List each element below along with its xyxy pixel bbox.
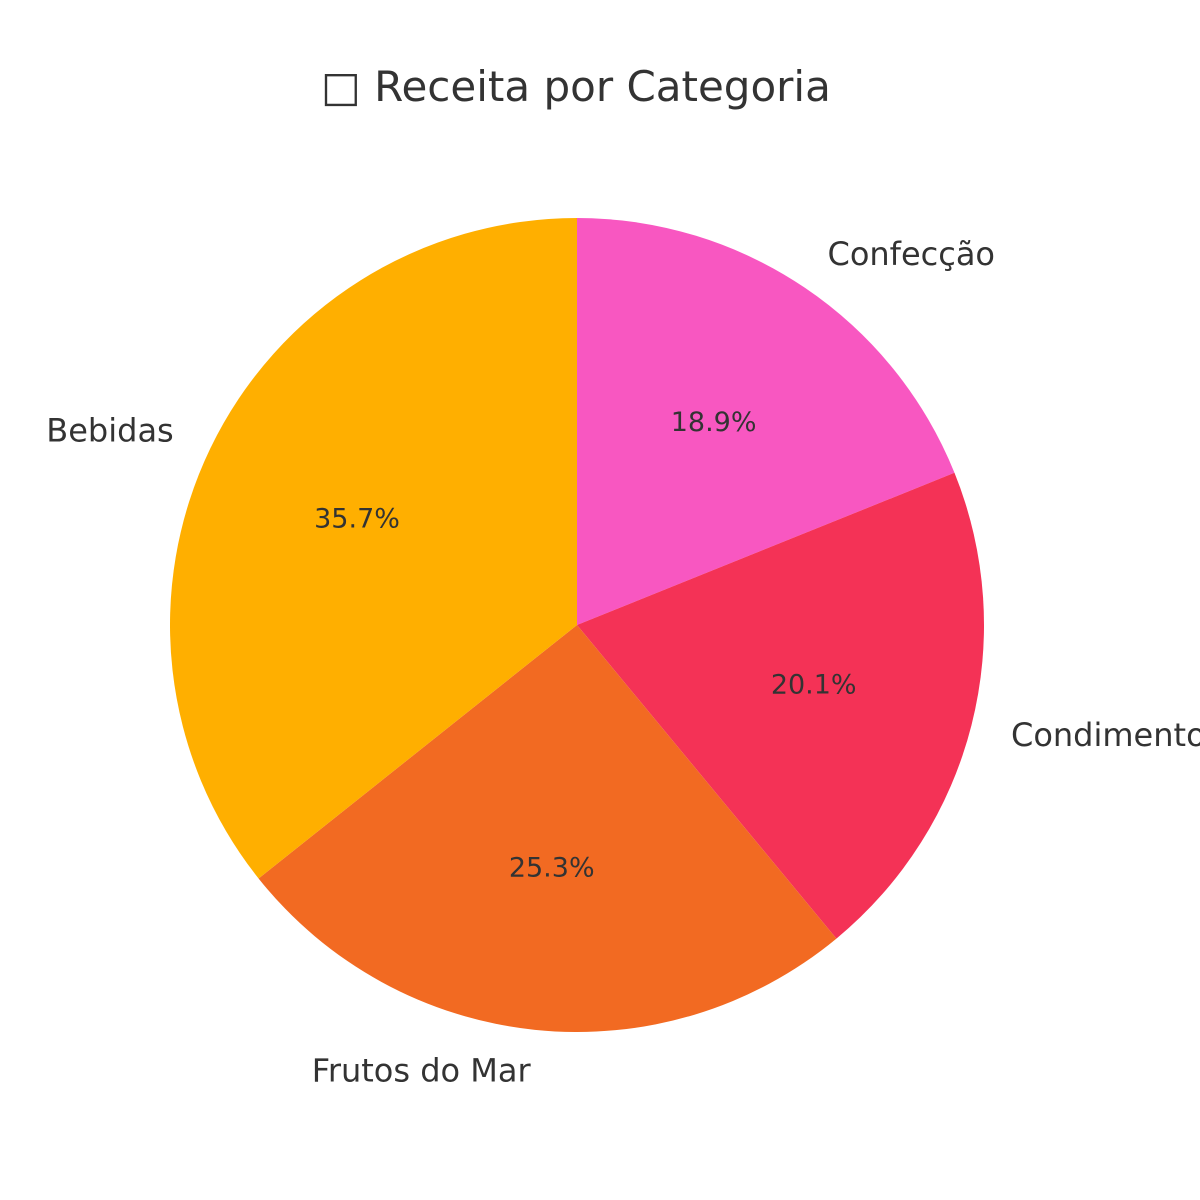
slice-percent-condimentos: 20.1%: [771, 669, 857, 700]
slice-label-condimentos: Condimentos: [1011, 716, 1200, 754]
pie-slice-condimentos: [577, 472, 985, 939]
pie-slice-confeccao: [577, 218, 955, 625]
slice-percent-confeccao: 18.9%: [671, 407, 757, 438]
slice-percent-bebidas: 35.7%: [314, 503, 400, 534]
slice-label-bebidas: Bebidas: [46, 412, 173, 450]
pie-slices: [170, 218, 985, 1032]
pie-slice-frutos-do-mar: [258, 625, 837, 1032]
slice-percent-frutos-do-mar: 25.3%: [509, 852, 595, 883]
pie-labels: Confecção 18.9% Condimentos 20.1% Frutos do …: [46, 235, 1200, 1089]
slice-label-frutos-do-mar: Frutos do Mar: [312, 1051, 532, 1089]
pie-slice-bebidas: [170, 218, 577, 879]
slice-label-confeccao: Confecção: [827, 235, 995, 273]
chart-title: □ Receita por Categoria: [321, 62, 831, 111]
